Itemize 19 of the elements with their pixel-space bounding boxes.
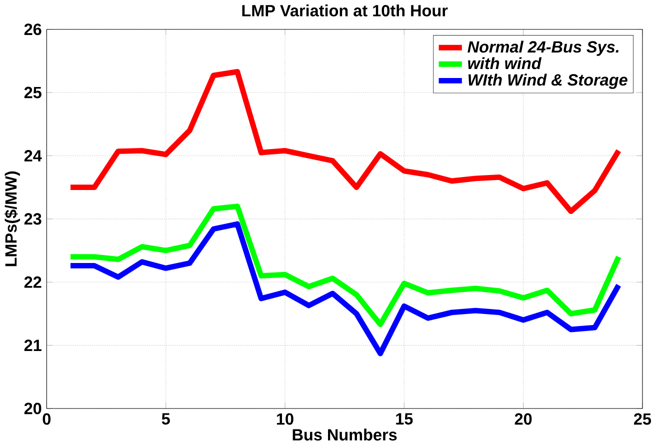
- chart-title: LMP Variation at 10th Hour: [242, 4, 448, 16]
- x-tick-label: 0: [42, 413, 51, 425]
- y-tick-label: 26: [24, 24, 42, 36]
- legend-label: WIth Wind & Storage: [468, 74, 628, 89]
- y-tick-label: 22: [24, 276, 42, 288]
- x-tick-label: 15: [396, 413, 413, 425]
- x-axis-title: Bus Numbers: [292, 428, 397, 441]
- y-tick-label: 20: [24, 402, 42, 414]
- y-axis-title: LMPs($/MW): [4, 171, 20, 266]
- x-tick-label: 20: [514, 413, 532, 425]
- x-tick-label: 10: [276, 413, 294, 425]
- y-tick-label: 25: [24, 86, 42, 98]
- x-tick-label: 5: [162, 413, 170, 425]
- y-tick-label: 21: [24, 340, 42, 351]
- y-tick-label: 24: [24, 150, 42, 162]
- y-tick-label: 23: [24, 213, 42, 225]
- legend-label: with wind: [468, 57, 542, 70]
- legend-label: Normal 24-Bus Sys.: [468, 40, 619, 56]
- x-tick-label: 25: [634, 413, 652, 425]
